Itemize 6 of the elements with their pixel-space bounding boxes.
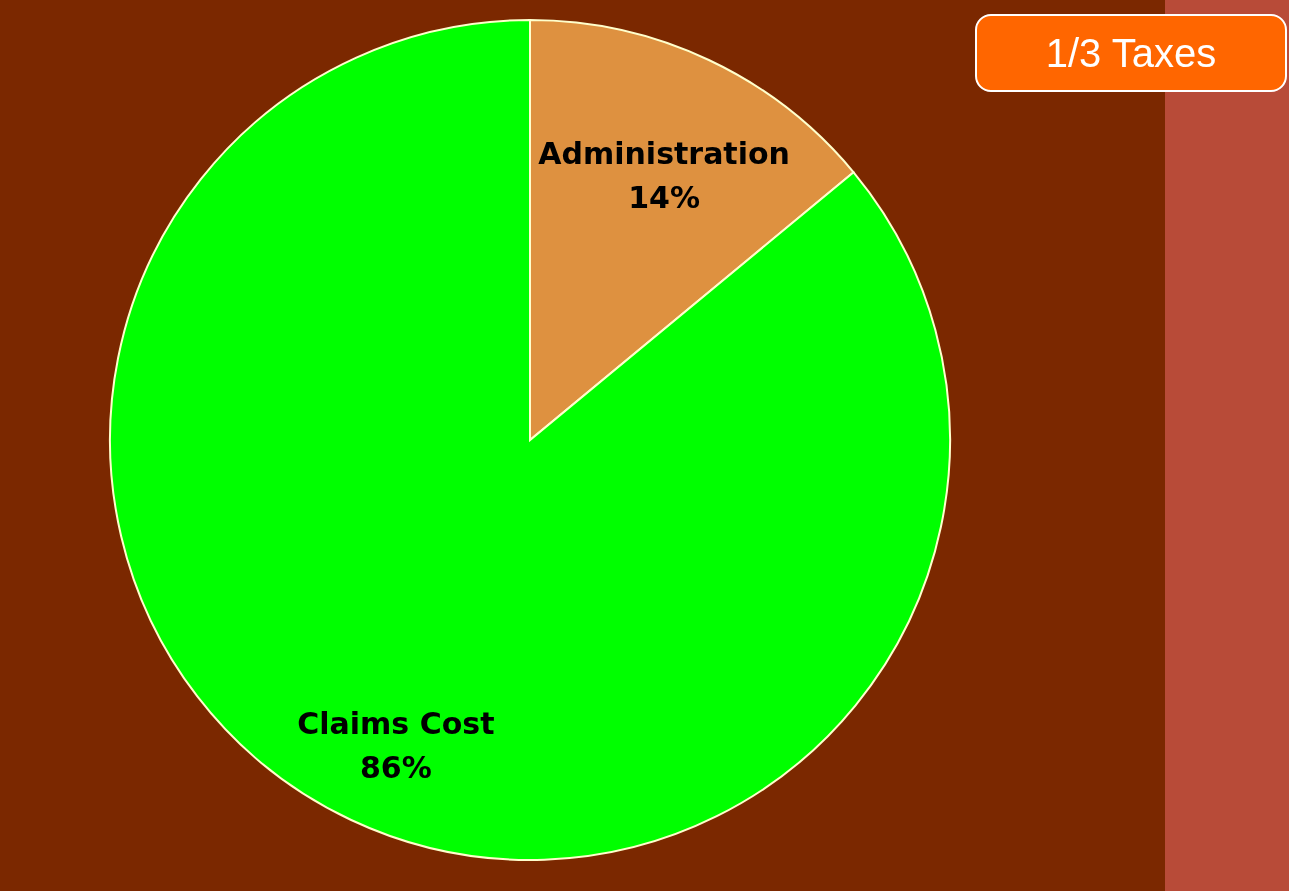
data-label: 86% bbox=[359, 750, 432, 786]
pie-slice bbox=[109, 19, 951, 861]
text: 1/3 Taxes bbox=[975, 14, 1287, 92]
slice-label: Claims Cost bbox=[297, 706, 495, 742]
data-label: 14% bbox=[628, 179, 701, 215]
slice-label: Administration bbox=[538, 135, 790, 171]
